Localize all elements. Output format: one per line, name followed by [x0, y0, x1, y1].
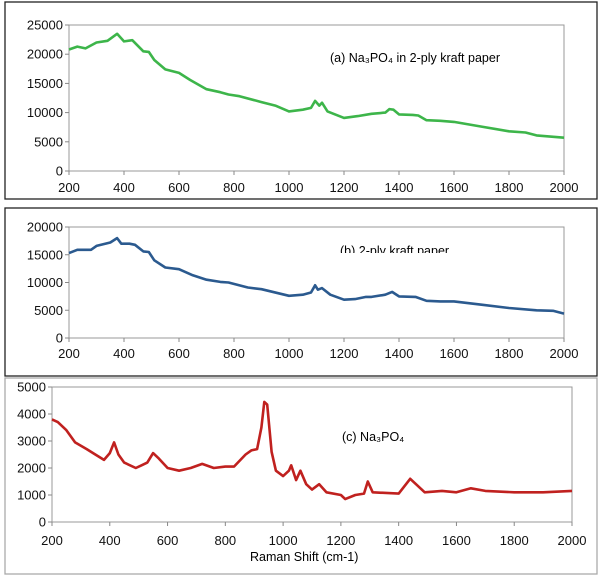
x-tick-label: 2000 [550, 346, 579, 361]
annotation-a: (a) Na₃PO₄ in 2-ply kraft paper [330, 51, 500, 65]
x-tick-label: 2000 [550, 180, 579, 195]
y-tick-label: 5000 [34, 303, 63, 318]
x-tick-label: 1800 [495, 346, 524, 361]
x-tick-label: 600 [168, 346, 190, 361]
x-tick-label: 200 [41, 533, 63, 548]
y-tick-label: 20000 [27, 47, 63, 62]
y-tick-label: 5000 [17, 380, 46, 395]
plot-area-1 [68, 226, 565, 339]
x-tick-label: 1600 [440, 180, 469, 195]
y-tick-label: 3000 [17, 434, 46, 449]
x-tick-label: 200 [58, 180, 80, 195]
x-tick-label: 2000 [558, 533, 587, 548]
y-tick-label: 10000 [27, 275, 63, 290]
x-tick-label: 400 [113, 180, 135, 195]
panel-frame-0 [4, 1, 598, 200]
x-tick-label: 1000 [275, 346, 304, 361]
x-tick-label: 1000 [275, 180, 304, 195]
y-tick-label: 20000 [27, 220, 63, 235]
spectrum-line-b [68, 236, 565, 315]
x-tick-label: 400 [99, 533, 121, 548]
y-tick-label: 10000 [27, 105, 63, 120]
x-tick-label: 1400 [385, 180, 414, 195]
annotation-b: (b) 2-ply kraft paper [340, 244, 450, 253]
x-tick-label: 1800 [495, 180, 524, 195]
annotation-c: (c) Na₃PO₄ [342, 430, 405, 444]
y-tick-label: 5000 [34, 134, 63, 149]
x-tick-label: 800 [223, 180, 245, 195]
panel-frame-1 [4, 207, 598, 377]
x-tick-label: 400 [113, 346, 135, 361]
y-tick-label: 2000 [17, 461, 46, 476]
panel-frame-2 [4, 377, 598, 575]
spectrum-line-c [51, 400, 573, 501]
x-tick-label: 1200 [330, 346, 359, 361]
x-tick-label: 800 [214, 533, 236, 548]
y-tick-label: 25000 [27, 18, 63, 33]
y-tick-label: 1000 [17, 488, 46, 503]
y-tick-label: 4000 [17, 407, 46, 422]
x-tick-label: 1000 [269, 533, 298, 548]
x-tick-label: 600 [168, 180, 190, 195]
plot-area-2 [51, 386, 573, 523]
x-tick-label: 1600 [442, 533, 471, 548]
y-tick-label: 0 [56, 331, 63, 346]
x-tick-label: 1800 [500, 533, 529, 548]
y-tick-label: 15000 [27, 76, 63, 91]
x-tick-label: 1400 [385, 346, 414, 361]
x-tick-label: 800 [223, 346, 245, 361]
y-tick-label: 15000 [27, 247, 63, 262]
x-tick-label: 1400 [384, 533, 413, 548]
x-tick-label: 1200 [330, 180, 359, 195]
y-tick-label: 0 [39, 515, 46, 530]
x-axis-label: Raman Shift (cm-1) [250, 550, 359, 564]
x-tick-label: 1600 [440, 346, 469, 361]
x-tick-label: 1200 [326, 533, 355, 548]
x-tick-label: 200 [58, 346, 80, 361]
x-tick-label: 600 [157, 533, 179, 548]
spectrum-line-a [68, 32, 565, 139]
plot-area-0 [68, 24, 565, 172]
y-tick-label: 0 [56, 164, 63, 179]
